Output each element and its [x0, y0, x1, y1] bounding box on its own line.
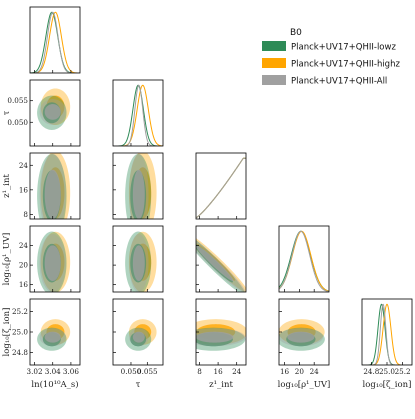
panel-frame	[29, 6, 81, 74]
xtick-label-logrho-0: 16	[280, 367, 290, 376]
contour-logrho-z1int-series-2-level-1	[196, 245, 234, 281]
contour-logrho-lnAs-series-2-level-1	[44, 245, 61, 281]
panel-logrho-z1int	[195, 225, 247, 293]
marginal-tau-series-1	[113, 84, 163, 146]
ylabel-logzeta: log₁₀[ζ_ion]	[2, 308, 12, 357]
panel-frame	[29, 152, 81, 220]
ytick-label-logrho-2: 24	[19, 241, 29, 250]
xtick-label-logzeta-1: 25.0	[379, 367, 395, 376]
xlabel-tau: τ	[136, 380, 141, 390]
panel-z1int-lnAs: 8 16 24	[19, 152, 81, 220]
contour-logrho-tau-series-2-level-1	[132, 245, 145, 281]
legend-title: B0	[290, 28, 302, 38]
ytick-label-tau-0: 0.050	[7, 118, 28, 127]
marginal-logzeta-series-1	[362, 303, 412, 365]
xtick-label-lnAs-1: 3.04	[45, 367, 61, 376]
legend-label-2: Planck+UV17+QHII-All	[291, 77, 387, 87]
panel-frame	[112, 79, 164, 147]
panel-logzeta-logzeta: 24.8 25.0 25.2	[361, 298, 413, 376]
panel-frame	[112, 225, 164, 293]
ytick-label-logzeta-2: 25.2	[12, 307, 28, 316]
panel-z1int-z1int	[195, 152, 247, 220]
ytick-label-logrho-0: 16	[19, 280, 29, 289]
contour-tau-lnAs-series-2-level-1	[44, 104, 61, 120]
marginal-logrho-series-0	[279, 230, 329, 292]
contour-z1int-lnAs-series-2-level-1	[44, 169, 61, 219]
xtick-label-z1int-2: 24	[232, 367, 242, 376]
ylabel-tau: τ	[2, 110, 12, 115]
ytick-label-logzeta-0: 24.8	[12, 348, 28, 357]
xtick-label-logrho-2: 24	[310, 367, 320, 376]
marginal-logrho-series-2	[279, 230, 329, 292]
panel-logrho-tau	[112, 225, 164, 293]
ytick-label-z1int-0: 8	[23, 210, 28, 219]
legend-swatch-1	[262, 58, 286, 68]
marginal-logzeta-series-0	[362, 303, 412, 365]
xlabel-lnAs: ln(10¹⁰A_s)	[31, 379, 78, 390]
panel-logzeta-logrho: 16 20 24	[278, 298, 330, 376]
panel-logrho-logrho	[278, 225, 330, 293]
xtick-label-tau-1: 0.055	[137, 367, 158, 376]
panel-lnAs-lnAs	[29, 6, 81, 74]
xlabel-logrho: log₁₀[ρ¹_UV]	[278, 380, 331, 390]
legend: B0 Planck+UV17+QHII-lowz Planck+UV17+QHII-…	[262, 28, 400, 87]
contour-logzeta-lnAs-series-2-level-1	[44, 331, 61, 343]
contour-z1int-tau-series-2-level-1	[132, 169, 145, 219]
panel-frame	[29, 225, 81, 293]
panel-tau-tau	[112, 79, 164, 147]
contour-logzeta-logrho-series-2-level-1	[287, 331, 315, 343]
contour-logzeta-tau-series-2-level-1	[132, 331, 145, 343]
ylabel-logrho: log₁₀[ρ¹_UV]	[2, 233, 12, 286]
xtick-label-logzeta-2: 25.2	[395, 367, 411, 376]
ytick-label-logzeta-1: 25.0	[12, 328, 28, 337]
panel-frame	[361, 298, 413, 366]
xtick-label-logzeta-0: 24.8	[363, 367, 379, 376]
xtick-label-z1int-0: 8	[197, 367, 202, 376]
xtick-label-lnAs-2: 3.06	[63, 367, 79, 376]
marginal-tau-series-2	[113, 84, 163, 146]
panel-logrho-lnAs: 16 20 24	[19, 225, 81, 293]
panel-logzeta-z1int: 8 16 24	[195, 298, 247, 376]
legend-label-1: Planck+UV17+QHII-highz	[291, 60, 400, 70]
panel-frame	[112, 152, 164, 220]
panel-frame	[195, 152, 247, 220]
panel-logzeta-lnAs: 3.02 3.04 3.06 24.8 25.0 25.2	[12, 298, 81, 376]
xtick-label-z1int-1: 16	[214, 367, 224, 376]
panel-frame	[29, 79, 81, 147]
xlabel-logzeta: log₁₀[ζ_ion]	[363, 380, 412, 390]
ytick-label-logrho-1: 20	[19, 261, 29, 270]
marginal-lnAs-series-0	[30, 11, 80, 73]
marginal-z1int-series-0	[196, 157, 246, 219]
marginal-logzeta-series-2	[362, 303, 412, 365]
panel-frame	[195, 225, 247, 293]
legend-label-0: Planck+UV17+QHII-lowz	[291, 43, 396, 53]
marginal-z1int-series-2	[196, 157, 246, 219]
legend-swatch-0	[262, 41, 286, 51]
marginal-logrho-series-1	[279, 230, 329, 292]
xlabel-z1int: z¹_int	[209, 380, 233, 390]
marginal-tau-series-0	[113, 84, 163, 146]
xtick-label-logrho-1: 20	[295, 367, 305, 376]
marginal-z1int-series-1	[196, 157, 246, 219]
legend-swatch-2	[262, 75, 286, 85]
ytick-label-z1int-2: 24	[19, 161, 29, 170]
ytick-label-tau-1: 0.055	[7, 96, 28, 105]
ytick-label-z1int-1: 16	[19, 185, 29, 194]
xtick-label-tau-0: 0.050	[121, 367, 142, 376]
xtick-label-lnAs-0: 3.02	[27, 367, 43, 376]
panel-z1int-tau	[112, 152, 164, 220]
contour-logzeta-z1int-series-2-level-1	[196, 331, 234, 343]
panel-frame	[278, 225, 330, 293]
ylabel-z1int: z¹_int	[2, 174, 12, 198]
panel-tau-lnAs: 0.050 0.055	[7, 79, 81, 147]
